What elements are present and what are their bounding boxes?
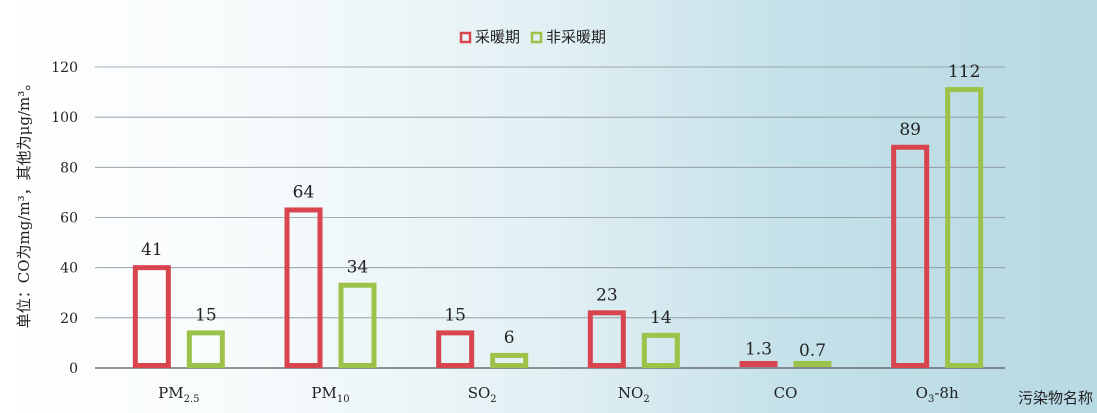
data-label: 34 — [347, 258, 369, 278]
bar — [436, 330, 475, 368]
y-axis-title: 单位：CO为mg/m³，其他为μg/m³。 — [15, 76, 33, 329]
data-label: 15 — [444, 305, 466, 325]
x-tick-label: SO2 — [468, 384, 497, 405]
data-label: 64 — [293, 182, 315, 202]
bars — [132, 87, 984, 369]
x-tick-label: PM2.5 — [158, 384, 199, 405]
gridlines — [95, 66, 1005, 369]
x-axis-title: 污染物名称 — [1018, 389, 1093, 407]
legend: 采暖期 非采暖期 — [459, 28, 606, 46]
data-label: 41 — [141, 240, 163, 260]
data-label: 0.7 — [799, 341, 826, 361]
y-tick-label: 120 — [51, 60, 78, 76]
y-tick-label: 80 — [60, 160, 78, 176]
legend-item: 非采暖期 — [530, 28, 606, 46]
y-tick-label: 40 — [60, 261, 78, 277]
bar — [587, 310, 626, 368]
x-tick-label: NO2 — [618, 384, 650, 405]
x-tick-label: O3-8h — [916, 384, 959, 405]
data-label: 112 — [948, 62, 980, 82]
bar — [891, 144, 930, 368]
data-label: 14 — [650, 308, 672, 328]
y-axis-ticks: 0 20 40 60 80 100 120 — [51, 60, 78, 377]
y-tick-label: 100 — [51, 110, 78, 126]
bar — [945, 87, 984, 368]
bar — [338, 282, 377, 369]
x-tick-label: PM10 — [311, 384, 349, 405]
data-label: 23 — [596, 285, 618, 305]
legend-item: 采暖期 — [459, 28, 520, 46]
data-label: 6 — [504, 328, 515, 348]
bar — [641, 332, 680, 368]
bar — [186, 330, 225, 368]
x-axis-categories: PM2.5 PM10 SO2 NO2 CO O3-8h — [158, 384, 959, 405]
data-label: 15 — [195, 305, 217, 325]
legend-label: 非采暖期 — [546, 28, 606, 46]
y-tick-label: 20 — [60, 311, 78, 327]
bar — [793, 361, 832, 367]
y-tick-label: 60 — [60, 211, 78, 227]
bar — [132, 265, 171, 368]
x-tick-label: CO — [774, 384, 798, 402]
data-label: 1.3 — [745, 340, 772, 360]
data-labels: 41 15 64 34 15 6 23 14 1.3 0.7 89 112 — [141, 62, 980, 361]
y-tick-label: 0 — [69, 361, 78, 377]
data-label: 89 — [899, 120, 921, 140]
legend-swatch — [530, 31, 543, 44]
legend-label: 采暖期 — [475, 28, 520, 46]
legend-swatch — [459, 31, 472, 44]
bar — [490, 352, 529, 369]
bar — [284, 207, 323, 368]
bar — [739, 361, 778, 367]
